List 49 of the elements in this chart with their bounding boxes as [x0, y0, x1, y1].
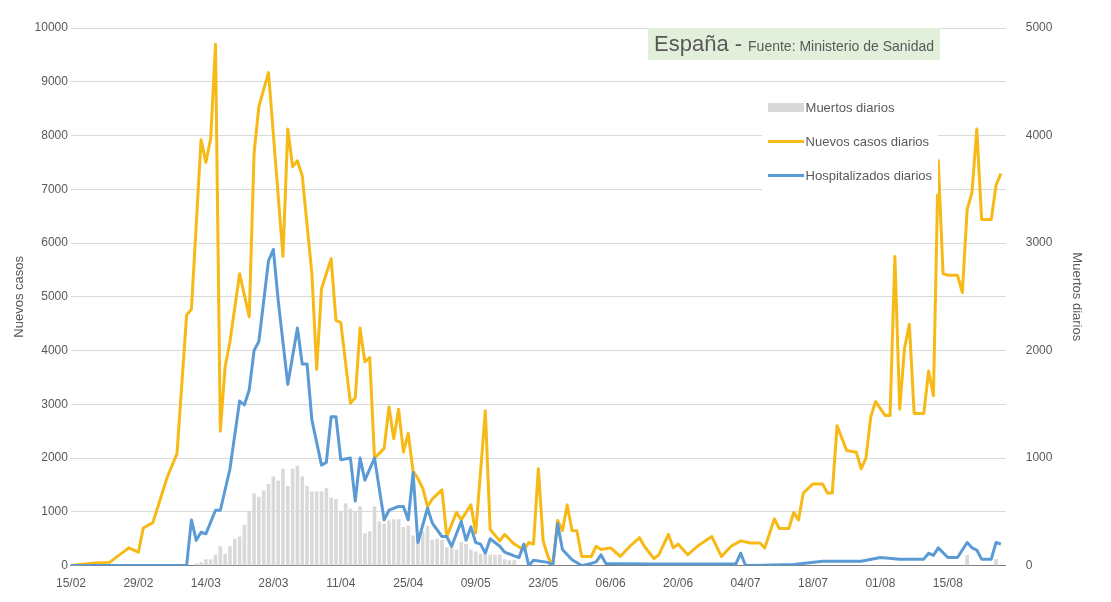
legend-label: Muertos diarios [805, 99, 895, 115]
x-tick-label: 25/04 [393, 576, 424, 591]
bar [459, 541, 464, 566]
x-tick-label: 06/06 [595, 576, 626, 591]
x-tick-label: 18/07 [797, 576, 829, 591]
y-tick-label: 6000 [41, 235, 69, 250]
y-tick-label: 9000 [41, 74, 69, 89]
x-tick-label: 28/03 [258, 576, 289, 591]
x-tick-label: 15/02 [55, 576, 87, 591]
x-tick-label: 04/07 [730, 576, 761, 591]
y-tick-label: 3000 [41, 396, 69, 411]
y2-tick-label: 4000 [1025, 127, 1053, 142]
y2-tick-label: 3000 [1025, 235, 1053, 250]
y-tick-label: 8000 [41, 127, 69, 142]
y2-tick-label: 0 [1025, 557, 1033, 572]
y-tick-label: 7000 [41, 181, 69, 196]
y-tick-label: 2000 [41, 450, 69, 465]
text: Fuente: Ministerio de Sanidad [748, 38, 935, 54]
y-tick-label: 10000 [34, 20, 69, 35]
x-tick-label: 11/04 [326, 576, 356, 591]
y2-axis-title: Muertos diarios [1069, 252, 1085, 342]
x-tick-label: 15/08 [932, 576, 964, 591]
y-tick-label: 5000 [41, 289, 69, 304]
bar [194, 563, 199, 566]
x-tick-label: 20/06 [663, 576, 694, 591]
legend-label: Hospitalizados diarios [805, 167, 932, 183]
y-tick-label: 0 [61, 557, 69, 572]
y2-tick-label: 5000 [1025, 20, 1053, 35]
legend-label: Nuevos casos diarios [805, 133, 930, 149]
x-tick-label: 01/08 [865, 576, 896, 591]
y2-tick-label: 2000 [1025, 342, 1053, 357]
bar [208, 559, 213, 566]
x-tick-label: 14/03 [190, 576, 222, 591]
chart-title: España - [654, 31, 743, 56]
y-tick-label: 4000 [41, 342, 69, 357]
y-axis-title: Nuevos casos [11, 255, 27, 338]
bar [391, 519, 396, 566]
bar [994, 559, 998, 566]
bar [232, 538, 237, 566]
x-tick-label: 09/05 [460, 576, 492, 591]
y2-tick-label: 1000 [1025, 450, 1053, 465]
bar [965, 554, 969, 566]
bar [497, 554, 502, 566]
bar [512, 560, 517, 566]
y-tick-label: 1000 [41, 504, 69, 519]
bar [473, 551, 478, 566]
bar [406, 525, 411, 566]
x-tick-label: 23/05 [528, 576, 559, 591]
x-tick-label: 29/02 [123, 576, 154, 591]
